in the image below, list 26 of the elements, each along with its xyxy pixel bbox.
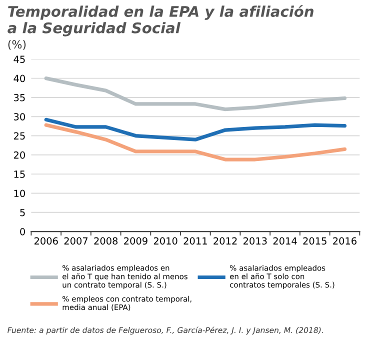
chart-title: Temporalidad en la EPA y la afiliación a la Seguridad Social [8, 5, 314, 36]
y-tick-label: 10 [14, 190, 25, 198]
y-tick-label: 40 [14, 74, 25, 82]
x-tick-label: 2012 [214, 237, 237, 245]
line-series [44, 76, 347, 112]
x-tick-label: 2014 [273, 237, 297, 245]
x-tick-label: 2007 [64, 237, 88, 245]
line-series [44, 118, 347, 142]
y-tick-label: 25 [14, 132, 25, 140]
y-tick-label: 45 [14, 56, 25, 63]
x-tick-label: 2010 [154, 237, 178, 245]
y-axis-title: (%) [8, 40, 26, 50]
y-tick-label: 20 [14, 151, 25, 159]
x-tick-label: 2011 [184, 237, 207, 245]
x-tick-label: 2015 [303, 237, 326, 245]
x-tick-label: 2009 [124, 237, 148, 245]
x-tick-label: 2013 [243, 237, 267, 245]
y-tick-label: 30 [14, 113, 25, 120]
y-tick-label: 35 [14, 94, 25, 102]
line-series [44, 123, 347, 162]
y-tick-label: 5 [20, 208, 25, 216]
y-tick-label: 0 [20, 228, 25, 236]
x-tick-label: 2016 [333, 237, 356, 245]
y-tick-label: 15 [14, 170, 25, 178]
x-tick-label: 2006 [34, 237, 58, 245]
x-tick-label: 2008 [94, 237, 118, 245]
